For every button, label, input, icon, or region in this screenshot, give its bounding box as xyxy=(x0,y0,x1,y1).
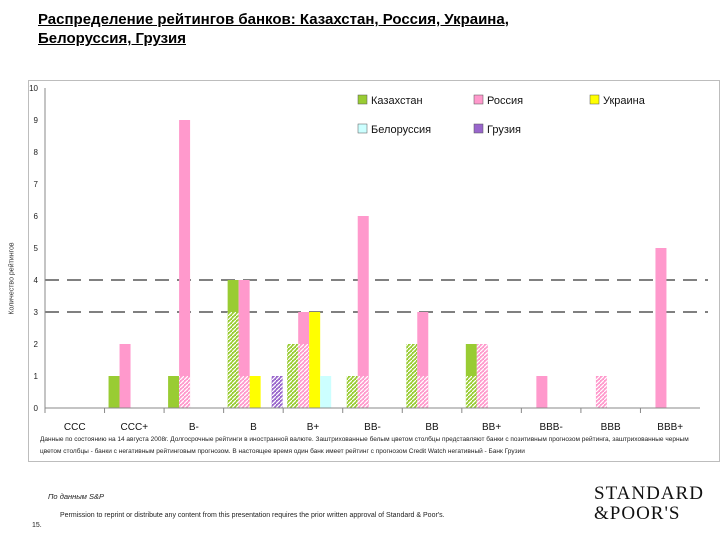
bar-outlook-hatch xyxy=(346,376,358,408)
bar-Россия xyxy=(357,216,369,408)
x-tick-label: B- xyxy=(189,422,199,433)
y-tick-label: 3 xyxy=(34,308,39,317)
legend-label: Белоруссия xyxy=(371,124,431,136)
bar-Россия xyxy=(238,280,250,408)
y-tick-label: 9 xyxy=(34,116,39,125)
page-number: 15. xyxy=(32,522,42,529)
x-tick-label: BB xyxy=(425,422,439,433)
page-title: Распределение рейтингов банков: Казахста… xyxy=(38,11,509,47)
x-tick-label: B xyxy=(250,422,257,433)
bar-outlook-hatch xyxy=(465,376,477,408)
bar-Россия xyxy=(536,376,548,408)
y-tick-label: 4 xyxy=(34,276,39,285)
y-tick-label: 7 xyxy=(34,180,39,189)
x-tick-label: BB- xyxy=(364,422,381,433)
legend-label: Грузия xyxy=(487,124,521,136)
bar-Россия xyxy=(417,312,429,408)
y-tick-label: 10 xyxy=(29,84,38,93)
bar-outlook-hatch xyxy=(595,376,607,408)
legend-label: Украина xyxy=(603,95,646,107)
y-tick-label: 5 xyxy=(34,244,39,253)
x-tick-label: BBB- xyxy=(539,422,562,433)
bar-Россия xyxy=(119,344,131,408)
legend-label: Россия xyxy=(487,95,523,107)
bar-outlook-hatch xyxy=(406,344,418,408)
y-tick-label: 6 xyxy=(34,212,39,221)
bar-outlook-hatch xyxy=(287,344,299,408)
bar-Россия xyxy=(655,248,667,408)
copyright-footer: Permission to reprint or distribute any … xyxy=(60,512,445,519)
bar-outlook-hatch xyxy=(298,344,310,408)
x-tick-label: BBB xyxy=(601,422,621,433)
bar-outlook-hatch xyxy=(357,376,369,408)
x-tick-label: BBB+ xyxy=(657,422,683,433)
bar-outlook-hatch xyxy=(417,376,429,408)
x-tick-label: BB+ xyxy=(482,422,501,433)
logo-line-1: STANDARD xyxy=(594,483,704,504)
y-tick-label: 0 xyxy=(34,404,39,413)
bar-Белоруссия xyxy=(320,376,332,408)
legend-swatch xyxy=(357,94,368,105)
bar-Казахстан xyxy=(108,376,120,408)
bar-Россия xyxy=(179,120,191,408)
source-note: По данным S&P xyxy=(48,492,105,501)
legend-swatch xyxy=(589,94,600,105)
bar-outlook-hatch xyxy=(271,376,283,408)
bar-Казахстан xyxy=(168,376,180,408)
sp-logo: STANDARD &POOR'S xyxy=(594,484,714,534)
x-tick-label: CCC xyxy=(64,422,86,433)
bar-Украина xyxy=(249,376,261,408)
chart-footnote: Данные по состоянию на 14 августа 2008г.… xyxy=(40,436,689,455)
y-tick-label: 1 xyxy=(34,372,39,381)
bar-outlook-hatch xyxy=(238,376,250,408)
x-tick-label: B+ xyxy=(307,422,320,433)
bar-Украина xyxy=(309,312,321,408)
y-tick-label: 2 xyxy=(34,340,39,349)
bar-outlook-hatch xyxy=(179,376,191,408)
bar-outlook-hatch xyxy=(476,344,488,408)
y-tick-label: 8 xyxy=(34,148,39,157)
legend-swatch xyxy=(357,123,368,134)
legend-label: Казахстан xyxy=(371,95,423,107)
x-tick-label: CCC+ xyxy=(121,422,149,433)
logo-line-2: &POOR'S xyxy=(594,503,681,524)
legend-swatch xyxy=(473,123,484,134)
legend-swatch xyxy=(473,94,484,105)
bar-outlook-hatch xyxy=(227,312,239,408)
